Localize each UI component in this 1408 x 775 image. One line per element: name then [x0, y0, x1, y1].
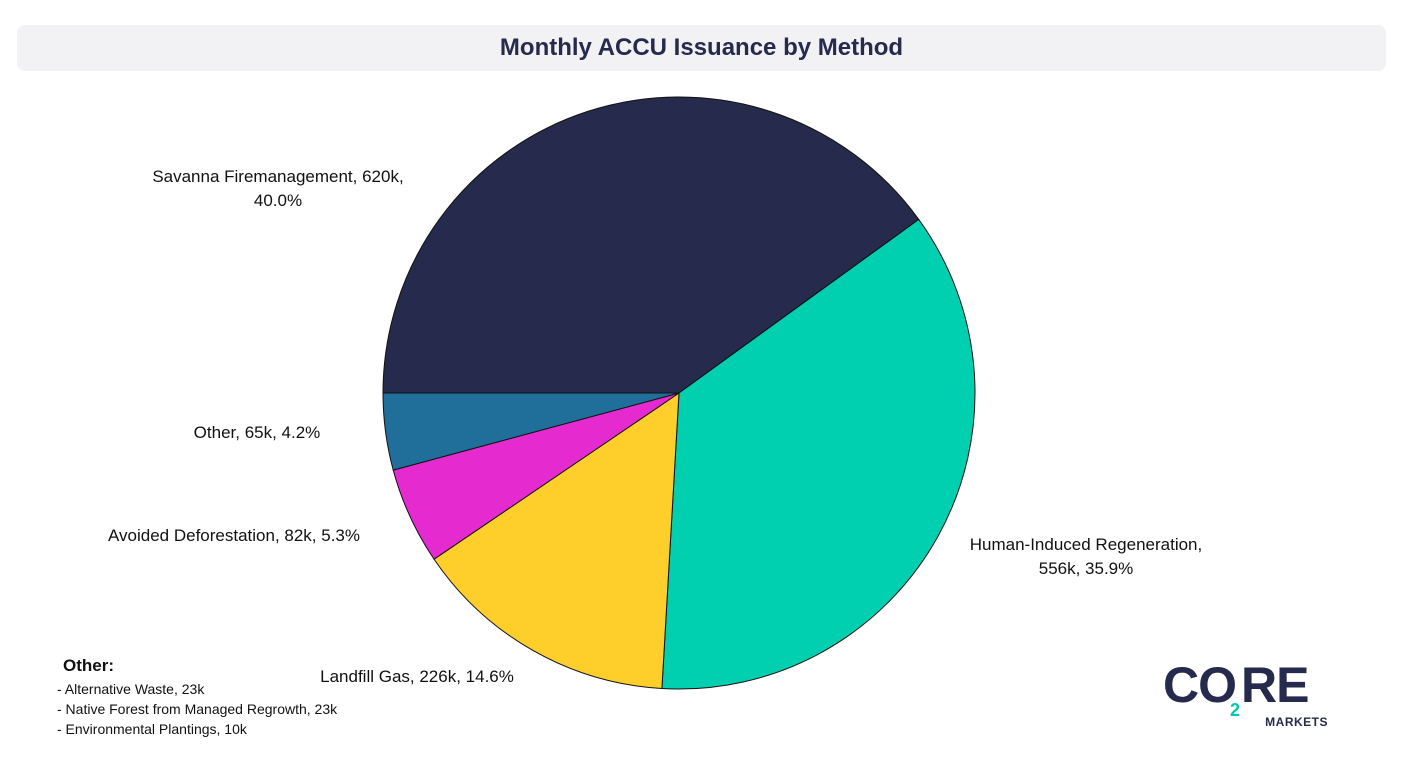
slice-label-line: Savanna Firemanagement, 620k, — [152, 167, 403, 186]
logo-markets-text: MARKETS — [1265, 715, 1328, 729]
slice-label-savanna-firemanagement: Savanna Firemanagement, 620k, 40.0% — [152, 167, 403, 210]
slice-label-line: Human-Induced Regeneration, — [970, 535, 1202, 554]
slice-label-line: 556k, 35.9% — [1039, 559, 1134, 578]
logo-text-co: CO — [1163, 657, 1237, 713]
slice-label-line: 40.0% — [254, 191, 302, 210]
slice-label-line: Avoided Deforestation, 82k, 5.3% — [108, 526, 360, 545]
pie-slice-other — [382, 392, 680, 471]
pie-slice-human-induced-regeneration — [661, 218, 976, 690]
chart-title: Monthly ACCU Issuance by Method — [499, 34, 904, 61]
slice-label-line: Landfill Gas, 226k, 14.6% — [320, 667, 514, 686]
other-breakdown-item: - Alternative Waste, 23k — [57, 681, 205, 697]
pie-slice-savanna-firemanagement — [382, 96, 920, 394]
other-breakdown-item: - Environmental Plantings, 10k — [57, 721, 247, 737]
other-breakdown: Other: - Alternative Waste, 23k - Native… — [57, 656, 377, 739]
pie-labels: Savanna Firemanagement, 620k, 40.0% Human-… — [108, 167, 1202, 686]
slice-label-avoided-deforestation: Avoided Deforestation, 82k, 5.3% — [108, 526, 360, 545]
pie-slice-landfill-gas — [433, 392, 680, 690]
slice-label-line: Other, 65k, 4.2% — [194, 423, 321, 442]
logo-text-re: RE — [1241, 657, 1309, 713]
slice-label-landfill-gas: Landfill Gas, 226k, 14.6% — [320, 667, 514, 686]
pie-slices — [382, 96, 976, 690]
logo-text-sub: 2 — [1230, 700, 1240, 720]
other-breakdown-title: Other: — [63, 656, 114, 675]
chart-title-bar: Monthly ACCU Issuance by Method — [17, 25, 1386, 71]
slice-label-other: Other, 65k, 4.2% — [194, 423, 321, 442]
slice-label-human-induced-regeneration: Human-Induced Regeneration, 556k, 35.9% — [970, 535, 1202, 578]
core-markets-logo: CO2RE MARKETS — [1163, 658, 1338, 733]
other-breakdown-item: - Native Forest from Managed Regrowth, 2… — [57, 701, 338, 717]
logo-wordmark: CO2RE — [1163, 657, 1309, 723]
